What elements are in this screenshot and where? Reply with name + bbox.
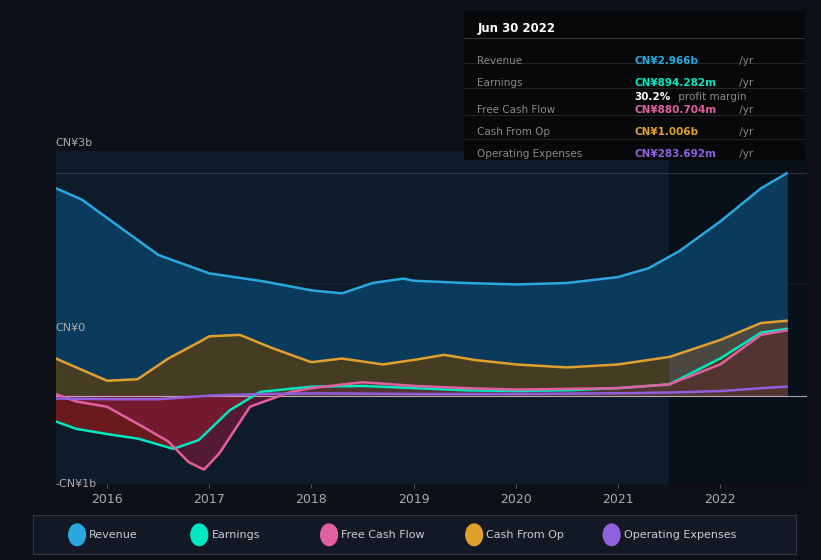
Text: Free Cash Flow: Free Cash Flow: [478, 105, 556, 115]
Text: Free Cash Flow: Free Cash Flow: [342, 530, 425, 540]
Text: CN¥283.692m: CN¥283.692m: [635, 149, 716, 159]
Text: Revenue: Revenue: [89, 530, 138, 540]
Text: Operating Expenses: Operating Expenses: [624, 530, 736, 540]
Text: CN¥2.966b: CN¥2.966b: [635, 56, 698, 66]
Text: /yr: /yr: [736, 105, 754, 115]
Text: Revenue: Revenue: [478, 56, 523, 66]
Text: /yr: /yr: [736, 56, 754, 66]
Text: Operating Expenses: Operating Expenses: [478, 149, 583, 159]
Text: Earnings: Earnings: [478, 78, 523, 88]
Text: /yr: /yr: [736, 78, 754, 88]
Text: CN¥0: CN¥0: [56, 323, 86, 333]
Ellipse shape: [466, 524, 483, 545]
Ellipse shape: [321, 524, 337, 545]
Ellipse shape: [191, 524, 208, 545]
Text: CN¥880.704m: CN¥880.704m: [635, 105, 717, 115]
Ellipse shape: [603, 524, 620, 545]
Text: 30.2%: 30.2%: [635, 92, 671, 102]
Text: /yr: /yr: [736, 127, 754, 137]
Text: CN¥1.006b: CN¥1.006b: [635, 127, 699, 137]
Text: profit margin: profit margin: [675, 92, 746, 102]
Ellipse shape: [69, 524, 85, 545]
Text: Cash From Op: Cash From Op: [486, 530, 564, 540]
Text: Jun 30 2022: Jun 30 2022: [478, 22, 556, 35]
Bar: [669, 151, 807, 484]
Text: Earnings: Earnings: [212, 530, 260, 540]
Text: CN¥894.282m: CN¥894.282m: [635, 78, 716, 88]
Text: -CN¥1b: -CN¥1b: [56, 479, 97, 489]
Text: /yr: /yr: [736, 149, 754, 159]
Text: CN¥3b: CN¥3b: [56, 138, 93, 148]
Text: Cash From Op: Cash From Op: [478, 127, 551, 137]
